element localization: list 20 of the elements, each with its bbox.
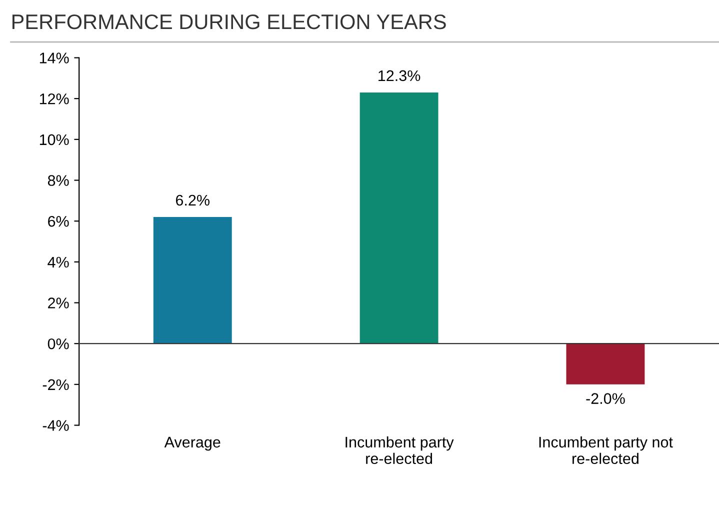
chart-title: PERFORMANCE DURING ELECTION YEARS [12,14,446,30]
x-tick-label: Incumbent party not re-elected [539,436,673,464]
y-tick-label: 12% [40,93,69,104]
y-tick-label: 8% [48,175,69,186]
x-tick-label: Incumbent party re-elected [346,436,454,464]
y-tick-label: 10% [40,134,69,146]
bar [153,217,232,344]
y-tick-label: -4% [42,420,69,431]
y-tick-label: 14% [40,52,69,64]
y-tick-label: 6% [48,216,69,227]
y-tick-label: 0% [48,338,69,350]
data-label: 6.2% [176,194,210,206]
y-tick-label: -2% [42,379,69,390]
bar [360,92,438,344]
y-tick-label: 2% [48,298,69,308]
x-tick-label: Average [164,436,220,451]
bar [566,344,645,384]
data-label: 12.3% [378,70,420,82]
data-label: -2.0% [586,393,625,404]
y-tick-label: 4% [48,256,69,268]
